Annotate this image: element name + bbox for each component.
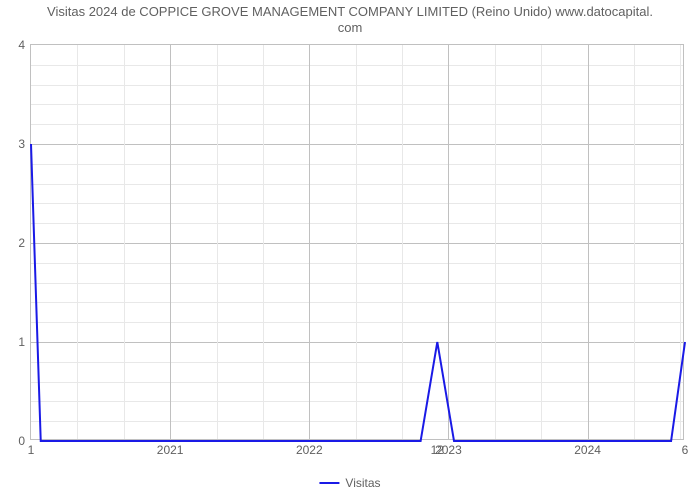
- chart-title: Visitas 2024 de COPPICE GROVE MANAGEMENT…: [0, 4, 700, 37]
- y-tick-label: 4: [18, 38, 31, 52]
- y-tick-label: 2: [18, 236, 31, 250]
- y-tick-label: 3: [18, 137, 31, 151]
- legend-label: Visitas: [345, 476, 380, 490]
- data-point-label: 12: [431, 443, 444, 457]
- data-point-label: 1: [28, 443, 35, 457]
- chart-legend: Visitas: [319, 476, 380, 490]
- series-line: [31, 45, 685, 441]
- plot-area: 0123420212022202320241126: [30, 44, 684, 440]
- legend-swatch-line: [319, 482, 339, 484]
- data-point-label: 6: [682, 443, 689, 457]
- y-tick-label: 1: [18, 335, 31, 349]
